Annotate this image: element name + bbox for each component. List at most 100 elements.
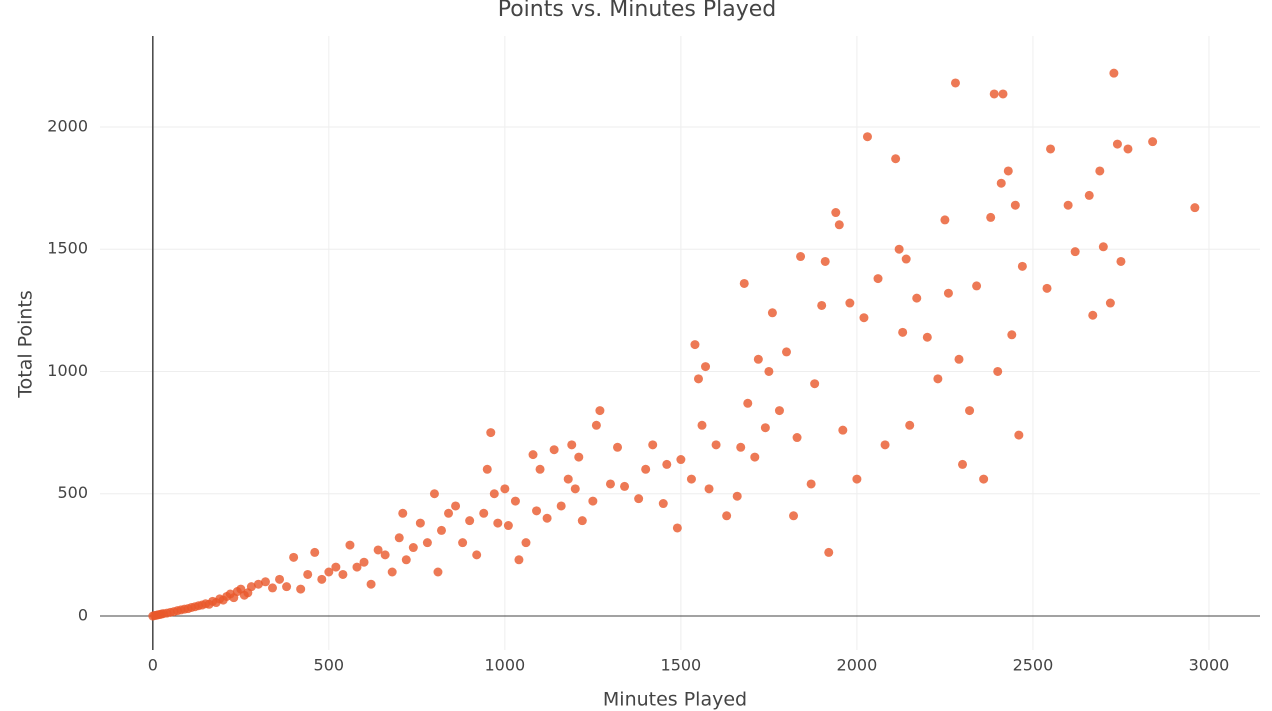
point <box>873 274 883 284</box>
point <box>736 442 746 452</box>
point <box>577 516 587 526</box>
point <box>345 540 355 550</box>
point <box>1095 166 1105 176</box>
point <box>711 440 721 450</box>
point <box>845 298 855 308</box>
point <box>591 420 601 430</box>
point <box>1007 330 1017 340</box>
point <box>831 208 841 218</box>
point <box>500 484 510 494</box>
point <box>789 511 799 521</box>
point <box>1109 68 1119 78</box>
point <box>898 327 908 337</box>
point <box>1017 261 1027 271</box>
point <box>912 293 922 303</box>
point <box>510 496 520 506</box>
point <box>998 89 1008 99</box>
point <box>1046 144 1056 154</box>
point <box>958 459 968 469</box>
point <box>732 491 742 501</box>
point <box>965 406 975 416</box>
point <box>894 244 904 254</box>
point <box>1148 137 1158 147</box>
point <box>275 574 285 584</box>
point <box>620 481 630 491</box>
point <box>246 582 256 592</box>
point <box>366 579 376 589</box>
point <box>1098 242 1108 252</box>
point <box>567 440 577 450</box>
point <box>806 479 816 489</box>
point <box>514 555 524 565</box>
point <box>722 511 732 521</box>
point <box>570 484 580 494</box>
point <box>810 379 820 389</box>
point <box>380 550 390 560</box>
point <box>933 374 943 384</box>
x-tick-label: 0 <box>148 656 158 675</box>
point <box>1010 200 1020 210</box>
point <box>891 154 901 164</box>
point <box>317 574 327 584</box>
point <box>282 582 292 592</box>
point <box>408 543 418 553</box>
point <box>1112 139 1122 149</box>
point <box>658 499 668 509</box>
point <box>1084 190 1094 200</box>
point <box>1063 200 1073 210</box>
point <box>834 220 844 230</box>
point <box>672 523 682 533</box>
point <box>605 479 615 489</box>
point <box>662 459 672 469</box>
point <box>521 538 531 548</box>
point <box>750 452 760 462</box>
point <box>690 340 700 350</box>
point <box>693 374 703 384</box>
y-tick-label: 1500 <box>47 239 88 258</box>
point <box>486 428 496 438</box>
point <box>905 420 915 430</box>
point <box>943 288 953 298</box>
point <box>1014 430 1024 440</box>
point <box>753 354 763 364</box>
point <box>641 464 651 474</box>
point <box>862 132 872 142</box>
point <box>1190 203 1200 213</box>
point <box>767 308 777 318</box>
point <box>465 516 475 526</box>
point <box>817 300 827 310</box>
point <box>310 547 320 557</box>
point <box>493 518 503 528</box>
y-tick-label: 0 <box>78 606 88 625</box>
point <box>296 584 306 594</box>
point <box>852 474 862 484</box>
point <box>352 562 362 572</box>
y-tick-label: 2000 <box>47 116 88 135</box>
point <box>479 508 489 518</box>
point <box>528 450 538 460</box>
chart-title: Points vs. Minutes Played <box>498 0 777 22</box>
point <box>760 423 770 433</box>
point <box>394 533 404 543</box>
x-tick-label: 3000 <box>1189 656 1230 675</box>
point <box>472 550 482 560</box>
point <box>1116 256 1126 266</box>
y-tick-label: 500 <box>57 483 88 502</box>
point <box>489 489 499 499</box>
point <box>986 212 996 222</box>
point <box>901 254 911 264</box>
point <box>503 521 513 531</box>
x-tick-label: 1000 <box>484 656 525 675</box>
point <box>422 538 432 548</box>
point <box>704 484 714 494</box>
point <box>588 496 598 506</box>
point <box>574 452 584 462</box>
point <box>595 406 605 416</box>
point <box>1042 283 1052 293</box>
point <box>838 425 848 435</box>
point <box>451 501 461 511</box>
point <box>1088 310 1098 320</box>
point <box>989 89 999 99</box>
point <box>268 583 278 593</box>
